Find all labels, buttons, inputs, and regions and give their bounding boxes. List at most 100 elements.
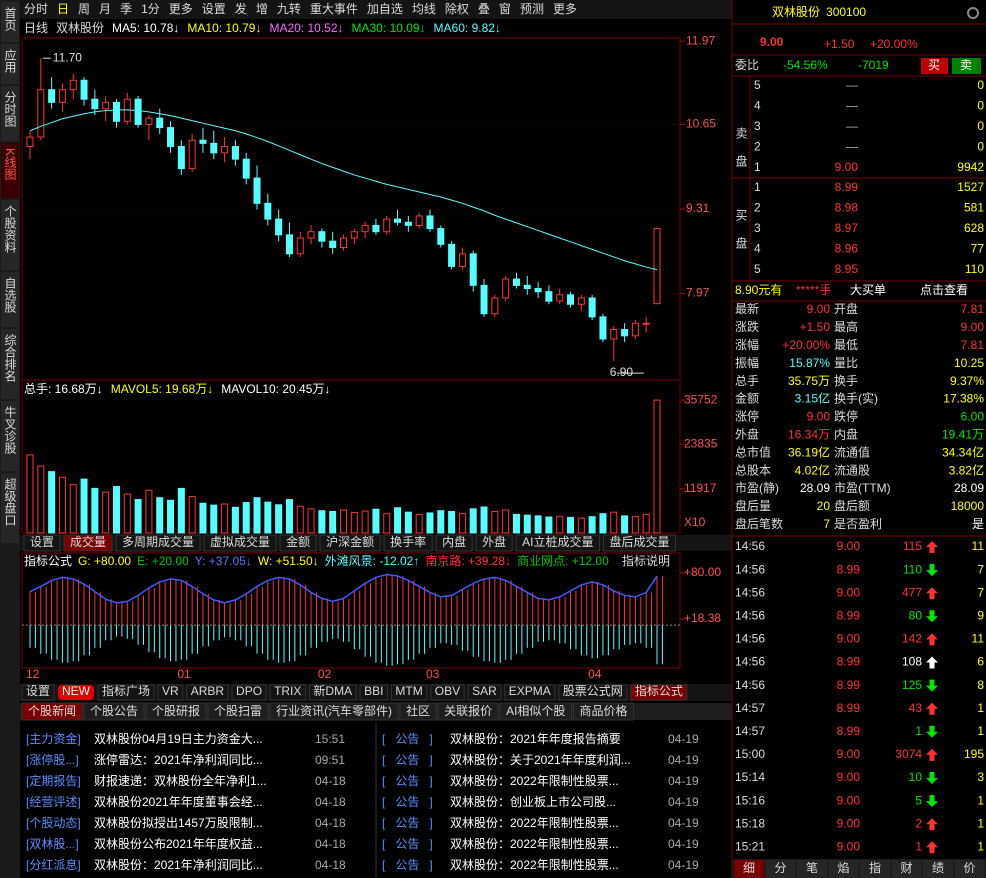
news-tag[interactable]: [经营评述]	[26, 795, 81, 809]
news-tab[interactable]: AI相似个股	[506, 704, 565, 718]
toolbar-item[interactable]: 日	[57, 2, 69, 16]
volume-tab[interactable]: 换手率	[390, 534, 426, 549]
news-tag[interactable]: [定期报告]	[26, 773, 81, 788]
indicator-tab[interactable]: SAR	[472, 684, 497, 698]
volume-tab[interactable]: 多周期成交量	[122, 534, 194, 549]
indicator-tab[interactable]: DPO	[236, 684, 262, 698]
volume-tab[interactable]: 设置	[30, 535, 54, 549]
news-tag[interactable]: [ 公告 ]	[382, 837, 433, 851]
news-tag[interactable]: [ 公告 ]	[382, 816, 433, 830]
indicator-help[interactable]: 指标说明	[622, 553, 670, 568]
news-tag[interactable]: [ 公告 ]	[382, 732, 433, 746]
indicator-tab[interactable]: 指标公式	[635, 683, 683, 698]
news-title[interactable]: 双林股份公布2021年年度权益...	[94, 836, 263, 851]
bottom-tab[interactable]: 笔	[806, 860, 818, 875]
side-tab[interactable]: 牛叉诊股	[3, 405, 17, 455]
news-title[interactable]: 财报速递：双林股份全年净利1...	[94, 773, 267, 788]
tab-bg[interactable]	[954, 860, 985, 878]
settings-icon[interactable]	[967, 7, 979, 19]
side-tab-bg[interactable]	[1, 272, 19, 327]
side-tab-bg[interactable]	[1, 86, 19, 141]
buy-button-bg[interactable]	[921, 58, 948, 74]
news-tag[interactable]: [双林股...]	[26, 837, 79, 851]
news-tab[interactable]: 个股公告	[90, 704, 138, 718]
side-tab[interactable]: 综合排名	[3, 334, 17, 382]
side-tab[interactable]: 分时图	[3, 91, 17, 127]
news-tag[interactable]: [主力资金]	[26, 731, 81, 746]
toolbar-item[interactable]: 季	[120, 2, 132, 16]
news-tag[interactable]: [ 公告 ]	[382, 795, 433, 809]
news-title[interactable]: 涨停雷达：2021年净利润同比...	[94, 752, 263, 767]
news-tab[interactable]: 商品价格	[579, 703, 627, 718]
tab-bg[interactable]	[734, 860, 764, 878]
bottom-tab[interactable]: 绩	[932, 861, 944, 875]
toolbar-item[interactable]: 发	[235, 1, 247, 16]
news-title[interactable]: 双林股份：2022年限制性股票...	[450, 816, 619, 830]
news-tab[interactable]: 个股新闻	[28, 703, 76, 718]
tab-bg[interactable]	[828, 860, 859, 878]
toolbar-item[interactable]: 更多	[553, 2, 577, 16]
side-tab-bg[interactable]	[1, 401, 19, 471]
side-tab-bg[interactable]	[1, 473, 19, 543]
toolbar-item[interactable]: 分时	[24, 2, 48, 16]
volume-tab[interactable]: 金额	[286, 534, 310, 549]
indicator-tab[interactable]: TRIX	[274, 684, 301, 698]
volume-tab[interactable]: 盘后成交量	[609, 534, 669, 549]
toolbar-item[interactable]: 重大事件	[310, 2, 358, 16]
indicator-tab[interactable]: 股票公式网	[563, 684, 623, 698]
news-tag[interactable]: [ 公告 ]	[382, 774, 433, 788]
indicator-tab[interactable]: MTM	[395, 684, 422, 698]
side-tab[interactable]: 应用	[3, 48, 17, 74]
news-tag[interactable]: [个股动态]	[26, 816, 81, 830]
side-tab-bg[interactable]	[1, 143, 19, 198]
news-tag[interactable]: [ 公告 ]	[382, 858, 433, 872]
volume-tab[interactable]: AI立桩成交量	[522, 534, 593, 549]
sell-button-bg[interactable]	[952, 58, 981, 74]
tab-bg[interactable]	[891, 860, 922, 878]
toolbar-item[interactable]: 加自选	[367, 2, 403, 16]
tab-bg[interactable]	[860, 860, 890, 878]
toolbar-item[interactable]: 除权	[445, 1, 469, 16]
toolbar-item[interactable]: 叠	[478, 2, 490, 16]
side-tab[interactable]: 个股资料	[3, 205, 17, 253]
indicator-tab[interactable]: 指标广场	[102, 683, 150, 698]
volume-tab[interactable]: 沪深金额	[326, 534, 374, 549]
indicator-tab[interactable]: 设置	[26, 684, 50, 698]
toolbar-item[interactable]: 均线	[412, 2, 436, 16]
bottom-tab[interactable]: 焰	[837, 860, 849, 875]
indicator-tab[interactable]: BBI	[364, 684, 383, 698]
indicator-tab[interactable]: ARBR	[191, 684, 225, 698]
news-tag[interactable]: [ 公告 ]	[382, 753, 433, 767]
news-tab[interactable]: 行业资讯(汽车零部件)	[276, 703, 392, 718]
toolbar-item[interactable]: 预测	[520, 2, 544, 16]
volume-tab[interactable]: 外盘	[482, 534, 506, 549]
news-tab[interactable]: 关联报价	[444, 703, 492, 718]
big-order[interactable]: 点击查看	[920, 283, 968, 297]
bottom-tab[interactable]: 指	[869, 860, 881, 875]
tab-bg[interactable]	[765, 860, 796, 878]
toolbar-item[interactable]: 更多	[169, 2, 193, 16]
side-tab-bg[interactable]	[1, 44, 19, 84]
bottom-tab[interactable]: 价	[963, 861, 975, 875]
toolbar-item[interactable]: 增	[256, 2, 268, 16]
news-tab[interactable]: 社区	[406, 703, 430, 718]
side-tab-bg[interactable]	[1, 200, 19, 270]
news-title[interactable]: 双林股份2021年年度董事会经...	[94, 794, 263, 809]
side-tab[interactable]: 自选股	[3, 277, 17, 314]
toolbar-item[interactable]: 窗	[499, 2, 511, 16]
news-title[interactable]: 双林股份：2021年净利润同比...	[94, 858, 263, 872]
news-title[interactable]: 双林股份04月19日主力资金大...	[94, 731, 263, 746]
side-tab-bg[interactable]	[1, 2, 19, 42]
bottom-tab[interactable]: 细	[743, 861, 755, 875]
indicator-tab[interactable]: VR	[162, 684, 179, 698]
indicator-tab[interactable]: 新DMA	[313, 683, 352, 698]
news-tab[interactable]: 个股扫雷	[214, 704, 262, 718]
side-tab-bg[interactable]	[1, 329, 19, 399]
news-tab[interactable]: 个股研报	[152, 703, 200, 718]
bottom-tab[interactable]: 财	[900, 861, 912, 875]
toolbar-item[interactable]: 周	[78, 2, 90, 16]
indicator-tab[interactable]: NEW	[62, 684, 91, 698]
tab-bg[interactable]	[797, 860, 827, 878]
bottom-tab[interactable]: 分	[774, 861, 786, 875]
indicator-tab[interactable]: OBV	[435, 684, 460, 698]
